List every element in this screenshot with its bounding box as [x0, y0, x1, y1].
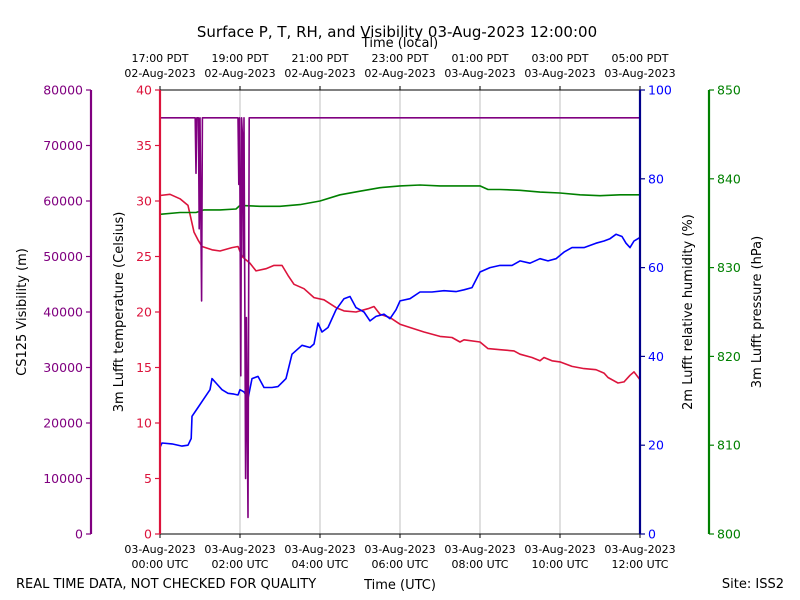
pressure-axis-tick-label: 850 [717, 83, 741, 98]
x-tick-label-local-date: 03-Aug-2023 [444, 67, 515, 80]
x-tick-label-local-date: 03-Aug-2023 [604, 67, 675, 80]
temperature-axis-tick-label: 0 [144, 527, 152, 542]
series-layer [159, 117, 641, 519]
x-axis-label: Time (UTC) [363, 578, 436, 593]
temperature-axis-tick-label: 15 [136, 360, 152, 375]
chart-title: Surface P, T, RH, and Visibility 03-Aug-… [197, 23, 597, 41]
x-tick-label-local-date: 02-Aug-2023 [204, 67, 275, 80]
humidity-axis-tick-label: 100 [648, 83, 672, 98]
visibility-axis-tick-label: 30000 [43, 360, 83, 375]
x-tick-label-local-time: 05:00 PDT [611, 52, 668, 65]
series-line-visibility [160, 117, 640, 519]
x-tick-label-local-time: 21:00 PDT [291, 52, 348, 65]
temperature-axis-tick-label: 20 [136, 305, 152, 320]
visibility-axis-tick-label: 60000 [43, 194, 83, 209]
temperature-axis-tick-label: 40 [136, 83, 152, 98]
site-label: Site: ISS2 [722, 577, 784, 592]
vertical-gridlines [159, 90, 641, 534]
temperature-axis-tick-label: 5 [144, 471, 152, 486]
temperature-axis-tick-label: 35 [136, 138, 152, 153]
pressure-axis-tick-label: 800 [717, 527, 741, 542]
x-tick-label-utc-date: 03-Aug-2023 [284, 543, 355, 556]
series-line-temperature [159, 193, 641, 384]
pressure-axis-tick-label: 820 [717, 349, 741, 364]
x-tick-label-local-date: 03-Aug-2023 [524, 67, 595, 80]
x-tick-label-utc-date: 03-Aug-2023 [524, 543, 595, 556]
visibility-axis-tick-label: 50000 [43, 249, 83, 264]
x-tick-label-utc-date: 03-Aug-2023 [124, 543, 195, 556]
x-tick-label-local-date: 02-Aug-2023 [364, 67, 435, 80]
visibility-axis-label: CS125 Visibility (m) [15, 248, 30, 376]
pressure-axis-label: 3m Lufft pressure (hPa) [750, 236, 765, 388]
visibility-axis-tick-label: 20000 [43, 416, 83, 431]
visibility-axis-tick-label: 40000 [43, 305, 83, 320]
visibility-axis-tick-label: 80000 [43, 83, 83, 98]
visibility-axis-tick-label: 10000 [43, 471, 83, 486]
x-tick-label-utc-time: 12:00 UTC [611, 558, 668, 571]
x-tick-label-local-time: 01:00 PDT [451, 52, 508, 65]
pressure-axis-tick-label: 840 [717, 171, 741, 186]
x-tick-label-utc-time: 08:00 UTC [451, 558, 508, 571]
temperature-axis-tick-label: 30 [136, 194, 152, 209]
series-line-humidity [159, 233, 641, 448]
x-tick-label-utc-time: 00:00 UTC [131, 558, 188, 571]
x-tick-label-local-time: 03:00 PDT [531, 52, 588, 65]
x-tick-label-utc-date: 03-Aug-2023 [444, 543, 515, 556]
quality-warning: REAL TIME DATA, NOT CHECKED FOR QUALITY [16, 577, 316, 592]
humidity-axis-tick-label: 0 [648, 527, 656, 542]
humidity-axis-tick-label: 40 [648, 349, 664, 364]
humidity-axis-tick-label: 80 [648, 171, 664, 186]
top-axis-title: Time (local) [361, 36, 438, 51]
x-tick-label-local-date: 02-Aug-2023 [284, 67, 355, 80]
humidity-axis-label: 2m Lufft relative humidity (%) [681, 214, 696, 410]
x-tick-label-local-date: 02-Aug-2023 [124, 67, 195, 80]
humidity-axis-tick-label: 60 [648, 260, 664, 275]
series-line-pressure [159, 184, 640, 216]
humidity-axis-tick-label: 20 [648, 438, 664, 453]
temperature-axis-label: 3m Lufft temperature (Celsius) [112, 212, 127, 413]
x-tick-label-utc-time: 10:00 UTC [531, 558, 588, 571]
x-tick-label-local-time: 23:00 PDT [371, 52, 428, 65]
temperature-axis-tick-label: 25 [136, 249, 152, 264]
x-tick-label-utc-date: 03-Aug-2023 [604, 543, 675, 556]
visibility-axis-tick-label: 70000 [43, 138, 83, 153]
x-tick-label-utc-time: 06:00 UTC [371, 558, 428, 571]
x-tick-label-utc-date: 03-Aug-2023 [364, 543, 435, 556]
axes-layer: 03-Aug-2023 00:00 UTC 17:00 PDT 02-Aug-2023… [43, 52, 741, 571]
x-tick-label-local-time: 17:00 PDT [131, 52, 188, 65]
x-tick-label-utc-time: 04:00 UTC [291, 558, 348, 571]
visibility-axis-tick-label: 0 [75, 527, 83, 542]
pressure-axis-tick-label: 810 [717, 438, 741, 453]
x-tick-label-local-time: 19:00 PDT [211, 52, 268, 65]
temperature-axis-tick-label: 10 [136, 416, 152, 431]
x-tick-label-utc-time: 02:00 UTC [211, 558, 268, 571]
x-tick-label-utc-date: 03-Aug-2023 [204, 543, 275, 556]
pressure-axis-tick-label: 830 [717, 260, 741, 275]
